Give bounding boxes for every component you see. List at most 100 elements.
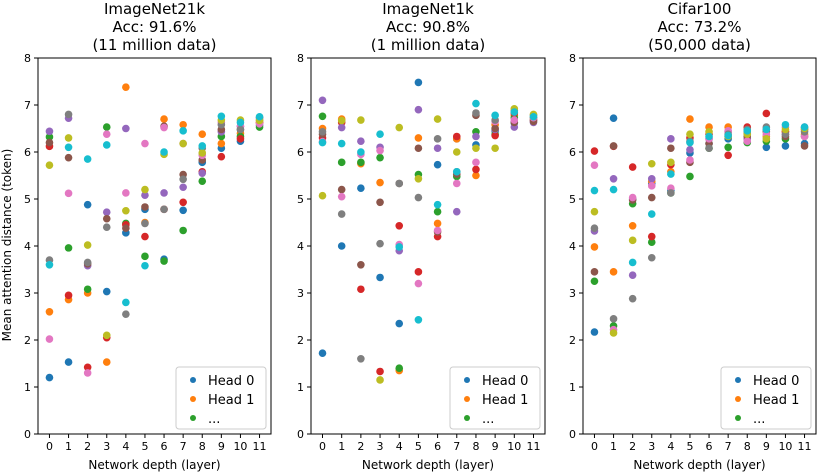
point-head-6 (160, 123, 168, 132)
point-head-0 (357, 184, 365, 192)
point-head-3 (217, 152, 226, 161)
chart-title-line-2: (1 million data) (371, 36, 486, 54)
x-tick-label: 6 (706, 440, 713, 453)
point-head-6 (102, 130, 111, 138)
point-head-0 (376, 273, 384, 282)
point-head-4 (198, 169, 207, 177)
point-head-1 (102, 358, 111, 366)
point-head-0 (64, 358, 73, 366)
point-head-0 (414, 78, 423, 87)
x-tick-label: 8 (472, 440, 479, 453)
point-head-2 (357, 158, 365, 167)
point-head-4 (433, 144, 442, 153)
point-head-2 (318, 112, 327, 121)
y-tick-label: 0 (569, 428, 576, 441)
point-head-7 (376, 239, 384, 248)
point-head-6 (590, 161, 599, 169)
point-head-5 (337, 185, 346, 194)
point-head-6 (686, 156, 694, 164)
y-tick-label: 5 (297, 193, 304, 206)
x-tick-label: 0 (46, 440, 53, 453)
point-head-9 (686, 138, 694, 147)
x-tick-label: 5 (415, 440, 422, 453)
chart-title-line-0: Cifar100 (668, 0, 732, 18)
point-head-6 (64, 189, 73, 198)
point-head-5 (647, 193, 656, 202)
point-head-7 (628, 294, 637, 303)
point-head-8 (318, 191, 327, 200)
y-tick-label: 3 (297, 287, 304, 300)
point-head-2 (198, 177, 207, 185)
point-head-3 (590, 147, 599, 155)
point-head-8 (433, 115, 442, 123)
point-head-6 (83, 369, 92, 377)
point-head-9 (376, 130, 384, 138)
point-head-8 (472, 144, 480, 153)
x-tick-label: 10 (507, 440, 521, 453)
point-head-7 (236, 125, 245, 134)
legend-marker (735, 415, 741, 421)
y-tick-label: 6 (24, 146, 31, 159)
point-head-9 (102, 141, 111, 149)
point-head-9 (724, 131, 732, 140)
x-tick-label: 7 (180, 440, 187, 453)
x-tick-label: 8 (744, 440, 751, 453)
point-head-4 (686, 145, 694, 154)
point-head-9 (414, 315, 423, 324)
point-head-6 (472, 158, 480, 167)
point-head-7 (83, 258, 92, 267)
point-head-6 (45, 335, 54, 343)
point-head-4 (667, 135, 675, 143)
x-tick-label: 2 (84, 440, 91, 453)
point-head-7 (414, 193, 423, 202)
point-head-8 (45, 161, 54, 169)
point-head-7 (667, 189, 675, 197)
point-head-1 (122, 83, 130, 91)
point-head-5 (590, 268, 599, 276)
point-head-9 (491, 111, 499, 120)
point-head-9 (64, 143, 73, 152)
legend-label: Head 1 (482, 393, 528, 408)
point-head-1 (179, 120, 187, 129)
y-tick-label: 6 (569, 146, 576, 159)
point-head-1 (609, 268, 618, 276)
x-tick-label: 8 (199, 440, 206, 453)
point-head-9 (198, 142, 207, 150)
point-head-7 (705, 144, 713, 153)
point-head-1 (376, 178, 384, 187)
point-head-1 (686, 115, 694, 123)
point-head-9 (529, 112, 538, 121)
x-tick-label: 1 (65, 440, 72, 453)
point-head-8 (122, 206, 130, 215)
point-head-7 (318, 127, 327, 136)
point-head-0 (83, 200, 92, 209)
legend-label: ... (482, 412, 494, 427)
x-tick-label: 3 (103, 440, 110, 453)
legend-marker (735, 396, 741, 402)
legend-marker (464, 396, 470, 402)
point-head-6 (141, 139, 149, 148)
point-head-9 (647, 210, 656, 218)
point-head-8 (647, 159, 656, 168)
point-head-5 (667, 144, 675, 153)
point-head-0 (102, 287, 111, 296)
point-head-7 (590, 224, 599, 232)
y-axis-label: Mean attention distance (token) (0, 149, 14, 342)
x-tick-label: 0 (319, 440, 326, 453)
legend-box (175, 366, 267, 430)
point-head-7 (433, 135, 442, 143)
x-tick-label: 1 (610, 440, 617, 453)
point-head-1 (628, 221, 637, 230)
point-head-2 (395, 364, 404, 373)
legend-label: Head 0 (753, 374, 799, 389)
y-tick-label: 5 (24, 193, 31, 206)
point-head-7 (337, 210, 346, 218)
point-head-1 (590, 243, 599, 251)
point-head-7 (160, 205, 168, 214)
point-head-9 (179, 127, 187, 135)
point-head-3 (414, 268, 423, 276)
point-head-3 (141, 232, 149, 241)
point-head-9 (800, 123, 809, 131)
point-head-2 (433, 207, 442, 216)
